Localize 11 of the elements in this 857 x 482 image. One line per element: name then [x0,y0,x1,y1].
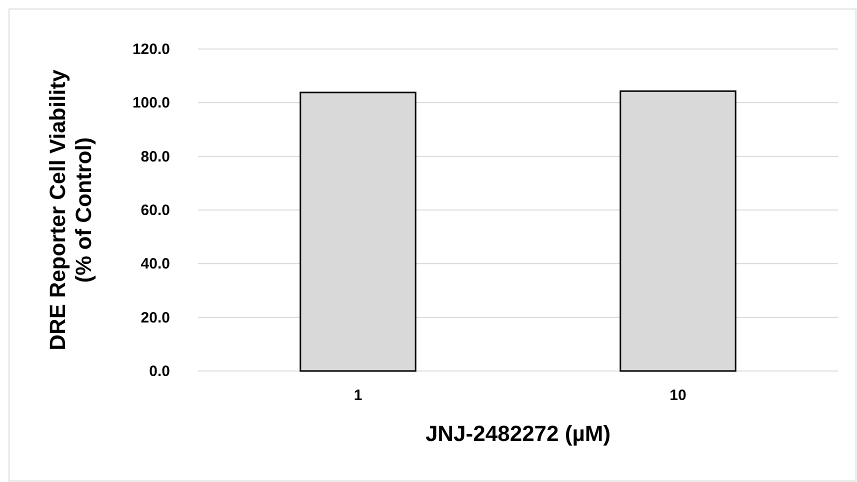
y-tick-label: 40.0 [140,256,170,273]
x-tick-label: 1 [354,387,362,404]
y-tick-label: 0.0 [149,363,170,380]
x-tick-label: 10 [670,387,686,404]
y-tick-label: 60.0 [140,202,170,219]
y-tick-label: 80.0 [140,148,170,166]
y-tick-label: 100.0 [132,94,170,112]
y-tick-label: 120.0 [132,41,170,58]
x-axis-title: JNJ-2482272 (µM) [425,421,611,446]
y-axis-title: DRE Reporter Cell Viability (% of Control) [45,68,96,350]
y-tick-label: 20.0 [140,309,170,326]
